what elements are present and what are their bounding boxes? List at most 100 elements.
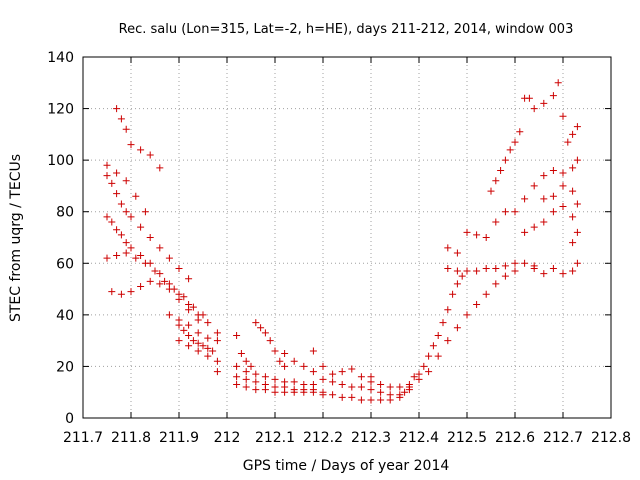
data-point (559, 112, 567, 120)
data-point (132, 192, 140, 200)
data-point (161, 277, 169, 285)
data-point (473, 267, 481, 275)
data-point (506, 146, 514, 154)
data-point (516, 128, 524, 136)
data-point (204, 352, 212, 360)
data-point (434, 331, 442, 339)
data-point (127, 213, 135, 221)
data-point (281, 388, 289, 396)
data-point (233, 373, 241, 381)
y-tick-label: 20 (56, 359, 74, 375)
data-point (290, 378, 298, 386)
data-point (122, 239, 130, 247)
data-point (281, 350, 289, 358)
x-tick-label: 212.1 (255, 430, 295, 446)
data-point (122, 208, 130, 216)
data-point (213, 329, 221, 337)
data-point (276, 357, 284, 365)
data-point (540, 270, 548, 278)
data-point (549, 192, 557, 200)
data-point (521, 228, 529, 236)
data-point (449, 290, 457, 298)
data-point (319, 375, 327, 383)
data-point (242, 357, 250, 365)
data-point (113, 226, 121, 234)
data-point (180, 293, 188, 301)
data-point (290, 388, 298, 396)
data-point (501, 272, 509, 280)
data-point (415, 375, 423, 383)
data-point (242, 368, 250, 376)
y-tick-label: 40 (56, 308, 74, 324)
data-point (564, 138, 572, 146)
data-point (261, 373, 269, 381)
data-point (127, 141, 135, 149)
data-point (367, 396, 375, 404)
grid-lines (83, 57, 611, 418)
data-point (137, 146, 145, 154)
data-point (242, 383, 250, 391)
data-point (367, 378, 375, 386)
y-tick-label: 80 (56, 205, 74, 221)
data-point (521, 259, 529, 267)
data-point (175, 264, 183, 272)
data-point (410, 373, 418, 381)
data-point (117, 115, 125, 123)
x-tick-label: 211.8 (111, 430, 151, 446)
data-point (540, 195, 548, 203)
data-point (165, 285, 173, 293)
data-point (492, 264, 500, 272)
data-point (357, 383, 365, 391)
data-point (146, 234, 154, 241)
data-point (453, 249, 461, 257)
y-tick-label: 120 (47, 102, 74, 118)
data-point (444, 244, 452, 252)
data-point (573, 123, 581, 131)
data-point (189, 337, 197, 345)
data-point (573, 228, 581, 236)
data-point (261, 386, 269, 394)
data-point (117, 290, 125, 298)
data-point (482, 264, 490, 272)
data-point (463, 228, 471, 236)
data-point (319, 391, 327, 399)
data-point (113, 169, 121, 177)
data-point (487, 187, 495, 195)
data-point (127, 288, 135, 296)
data-point (151, 267, 159, 275)
data-point (300, 388, 308, 396)
data-point (569, 130, 577, 138)
data-point (530, 105, 538, 113)
data-point (396, 383, 404, 391)
data-point (252, 319, 260, 327)
data-point (189, 303, 197, 311)
data-point (204, 319, 212, 327)
data-point (156, 280, 164, 288)
data-point (492, 218, 500, 226)
data-point (103, 213, 111, 221)
data-point (377, 380, 385, 388)
data-point (540, 172, 548, 180)
chart-title: Rec. salu (Lon=315, Lat=-2, h=HE), days … (119, 22, 574, 37)
y-axis-label: STEC from uqrg / TECUs (8, 154, 24, 322)
x-tick-label: 212.4 (399, 430, 439, 446)
x-tick-label: 212.6 (495, 430, 535, 446)
x-tick-label: 211.9 (159, 430, 199, 446)
data-point (453, 280, 461, 288)
data-point (549, 166, 557, 174)
data-points (103, 79, 581, 404)
data-point (338, 393, 346, 401)
data-point (103, 172, 111, 180)
data-point (329, 378, 337, 386)
data-point (357, 373, 365, 381)
data-point (444, 264, 452, 272)
data-point (281, 362, 289, 370)
data-point (405, 383, 413, 391)
data-point (252, 370, 260, 378)
data-point (252, 386, 260, 394)
data-point (338, 368, 346, 376)
data-point (237, 350, 245, 358)
data-point (103, 254, 111, 262)
data-point (127, 244, 135, 252)
